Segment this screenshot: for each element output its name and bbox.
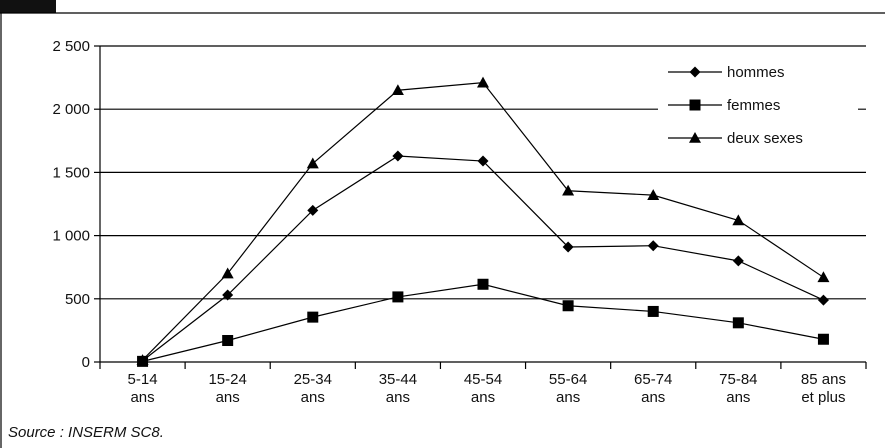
x-tick-label: ans — [130, 389, 154, 406]
y-tick-label: 2 500 — [52, 38, 90, 55]
x-tick-label: 55-64 — [549, 371, 587, 388]
legend-item-hommes: hommes — [668, 64, 785, 81]
x-tick-label: ans — [301, 389, 325, 406]
data-point-femmes — [392, 291, 404, 303]
data-point-hommes — [392, 150, 404, 162]
data-point-hommes — [562, 241, 574, 253]
series-lines — [136, 76, 830, 367]
data-point-hommes — [732, 255, 744, 267]
y-tick-label: 1 000 — [52, 228, 90, 245]
y-tick-label: 500 — [65, 291, 90, 308]
series-deux-sexes — [136, 76, 830, 365]
legend-label: femmes — [727, 97, 780, 114]
series-hommes — [137, 150, 829, 367]
data-point-hommes — [307, 204, 319, 216]
data-point-femmes — [477, 278, 489, 290]
x-tick-label: 85 ans — [801, 371, 846, 388]
data-point-deux-sexes — [221, 267, 234, 279]
legend-item-femmes: femmes — [668, 97, 780, 114]
legend-item-deux-sexes: deux sexes — [668, 130, 803, 147]
data-point-deux-sexes — [732, 214, 745, 226]
y-tick-label: 2 000 — [52, 101, 90, 118]
data-point-femmes — [307, 311, 319, 323]
x-tick-label: 65-74 — [634, 371, 672, 388]
data-point-deux-sexes — [306, 157, 319, 169]
x-tick-label: et plus — [801, 389, 845, 406]
x-tick-label: 75-84 — [719, 371, 757, 388]
data-point-deux-sexes — [391, 84, 404, 96]
x-tick-label: ans — [216, 389, 240, 406]
x-tick-label: 35-44 — [379, 371, 417, 388]
legend: hommes femmes deux sexes — [658, 55, 858, 160]
y-tick-label: 0 — [82, 354, 90, 371]
data-point-hommes — [647, 240, 659, 252]
data-point-femmes — [222, 335, 234, 347]
x-tick-label: ans — [726, 389, 750, 406]
data-point-hommes — [817, 294, 829, 306]
x-tick-label: 15-24 — [208, 371, 246, 388]
data-point-deux-sexes — [562, 184, 575, 196]
x-tick-label: 25-34 — [294, 371, 332, 388]
x-tick-labels: 5-14ans15-24ans25-34ans35-44ans45-54ans5… — [99, 362, 867, 406]
legend-marker-femmes — [689, 99, 701, 111]
data-point-femmes — [732, 317, 744, 329]
x-tick-label: ans — [641, 389, 665, 406]
data-point-femmes — [562, 300, 574, 312]
header-box — [0, 0, 56, 13]
source-note: Source : INSERM SC8. — [8, 424, 164, 441]
y-tick-labels: 0 500 1 000 1 500 2 000 2 500 — [52, 38, 100, 371]
y-tick-label: 1 500 — [52, 164, 90, 181]
data-point-femmes — [817, 333, 829, 345]
series-femmes — [137, 278, 829, 367]
x-tick-label: ans — [471, 389, 495, 406]
series-line-femmes — [142, 283, 824, 362]
legend-label: deux sexes — [727, 130, 803, 147]
axes — [99, 46, 866, 363]
legend-marker-hommes — [689, 66, 701, 78]
x-tick-label: ans — [386, 389, 410, 406]
data-point-deux-sexes — [136, 354, 149, 365]
data-point-deux-sexes — [477, 76, 489, 88]
data-point-hommes — [222, 289, 234, 301]
x-tick-label: ans — [556, 389, 580, 406]
data-point-deux-sexes — [647, 189, 660, 200]
x-tick-label: 45-54 — [464, 371, 502, 388]
data-point-deux-sexes — [817, 271, 830, 283]
series-line-hommes — [142, 155, 824, 362]
data-point-hommes — [477, 155, 489, 167]
legend-marker-deux-sexes — [689, 132, 701, 143]
x-tick-label: 5-14 — [128, 371, 158, 388]
legend-label: hommes — [727, 64, 785, 81]
data-point-femmes — [647, 305, 659, 317]
